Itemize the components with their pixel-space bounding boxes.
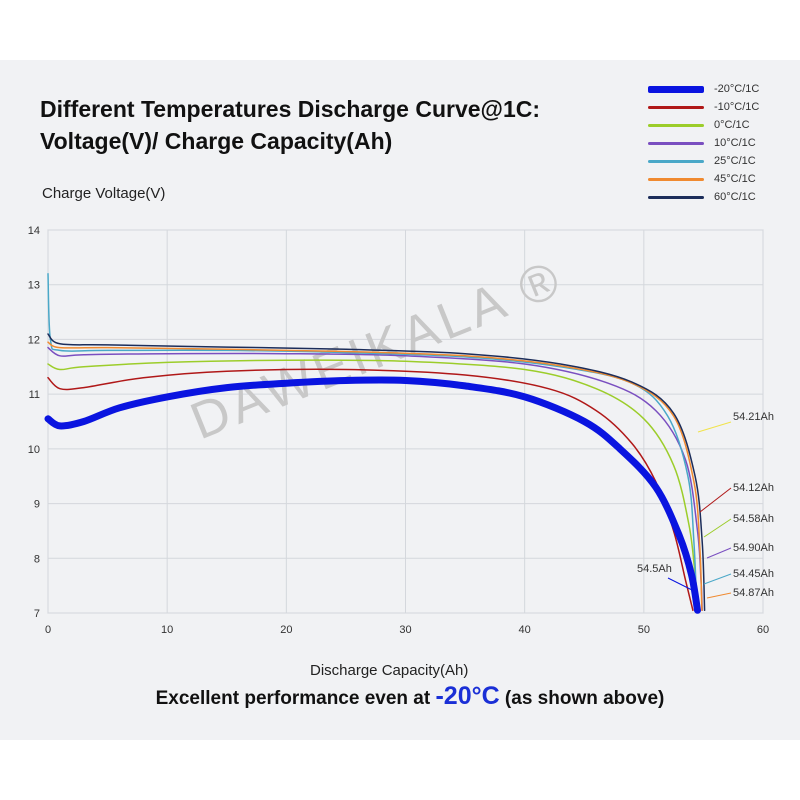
annotation-leader <box>703 573 732 585</box>
x-tick-label: 20 <box>280 624 292 636</box>
tagline-highlight: -20°C <box>435 682 500 710</box>
legend-item: -20°C/1C <box>648 80 759 98</box>
x-tick-label: 60 <box>757 624 769 636</box>
legend-swatch <box>648 159 704 163</box>
series-line-2 <box>47 359 700 612</box>
legend: -20°C/1C -10°C/1C 0°C/1C 10°C/1C 25°C/1C 45°C… <box>648 80 759 206</box>
legend-label: 0°C/1C <box>714 119 750 131</box>
x-tick-label: 0 <box>45 624 51 636</box>
y-tick-label: 8 <box>34 553 40 565</box>
tagline-after: (as shown above) <box>499 688 665 709</box>
legend-label: 25°C/1C <box>714 155 756 167</box>
annotation-leader <box>703 518 732 538</box>
legend-label: -20°C/1C <box>714 83 760 95</box>
annotation-leader <box>667 577 693 591</box>
legend-swatch <box>648 85 704 93</box>
legend-label: 45°C/1C <box>714 173 756 185</box>
legend-label: -10°C/1C <box>714 101 760 113</box>
y-tick-label: 13 <box>28 280 40 292</box>
series-line-4 <box>47 273 698 612</box>
annotation-label: 54.21Ah <box>733 411 774 423</box>
x-tick-label: 40 <box>519 624 531 636</box>
tagline: Excellent performance even at -20°C (as … <box>0 682 800 711</box>
series-line-5 <box>47 341 703 612</box>
y-tick-label: 14 <box>28 225 40 237</box>
chart-title: Different Temperatures Discharge Curve@1… <box>40 93 540 157</box>
series-line-0 <box>44 376 701 614</box>
x-tick-label: 10 <box>161 624 173 636</box>
legend-item: 25°C/1C <box>648 152 759 170</box>
x-tick-label: 30 <box>399 624 411 636</box>
annotation-label: 54.90Ah <box>733 542 774 554</box>
legend-item: 45°C/1C <box>648 170 759 188</box>
legend-label: 60°C/1C <box>714 191 756 203</box>
annotation-label: 54.5Ah <box>637 563 672 575</box>
x-tick-label: 50 <box>638 624 650 636</box>
legend-swatch <box>648 177 704 181</box>
chart-title-line1: Different Temperatures Discharge Curve@1… <box>40 96 541 122</box>
chart-title-line2: Voltage(V)/ Charge Capacity(Ah) <box>40 128 393 154</box>
y-tick-label: 11 <box>29 389 40 401</box>
legend-swatch <box>648 195 704 199</box>
annotation-leader <box>697 421 732 433</box>
legend-swatch <box>648 105 704 109</box>
legend-item: 60°C/1C <box>648 188 759 206</box>
y-tick-label: 10 <box>28 444 40 456</box>
tagline-before: Excellent performance even at <box>155 688 436 709</box>
series-line-6 <box>47 333 706 612</box>
y-axis-label: Charge Voltage(V) <box>42 185 166 202</box>
x-axis-label: Discharge Capacity(Ah) <box>310 662 469 679</box>
y-tick-label: 7 <box>34 608 40 620</box>
annotation-label: 54.58Ah <box>733 513 774 525</box>
annotation-label: 54.12Ah <box>733 482 774 494</box>
annotation-leader <box>706 592 732 599</box>
legend-item: -10°C/1C <box>648 98 759 116</box>
y-tick-label: 12 <box>28 334 40 346</box>
annotation-leader <box>706 547 732 559</box>
annotation-label: 54.45Ah <box>733 568 774 580</box>
series-line-3 <box>47 346 703 612</box>
annotation-label: 54.87Ah <box>733 587 774 599</box>
legend-item: 10°C/1C <box>648 134 759 152</box>
legend-swatch <box>648 141 704 145</box>
y-tick-label: 9 <box>34 499 40 511</box>
legend-item: 0°C/1C <box>648 116 759 134</box>
legend-swatch <box>648 123 704 127</box>
annotation-leader <box>699 487 732 513</box>
legend-label: 10°C/1C <box>714 137 756 149</box>
